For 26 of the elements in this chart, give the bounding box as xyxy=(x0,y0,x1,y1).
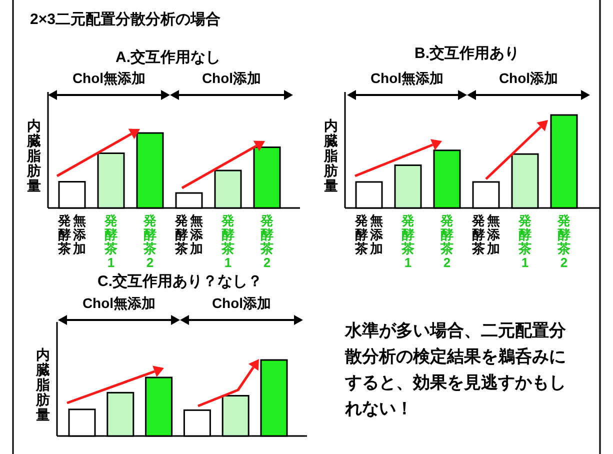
x-tick-label: 発酵茶1 xyxy=(518,213,532,270)
y-axis-title: 内臓脂肪量 xyxy=(26,118,41,194)
text: Chol添加 xyxy=(498,70,558,86)
chart-title: A.交互作用なし xyxy=(116,48,220,66)
y-axis-title: 内臓脂肪量 xyxy=(323,118,338,194)
x-tick-label: 発酵茶2 xyxy=(440,213,454,270)
x-tick-label: 発酵茶1 xyxy=(104,213,118,270)
x-tick-label: 発酵茶無添加 xyxy=(57,213,86,256)
x-tick-label: 発酵茶2 xyxy=(260,213,274,270)
x-tick-label: 発酵茶無添加 xyxy=(354,213,383,256)
text: Chol添加 xyxy=(212,295,272,311)
x-tick-label: 発酵茶1 xyxy=(220,213,234,270)
text: Chol添加 xyxy=(202,70,262,86)
x-tick-label: 発酵茶2 xyxy=(142,213,156,270)
x-tick-label: 発酵茶2 xyxy=(556,213,570,270)
text: 2×3二元配置分散分析の場合 xyxy=(30,11,220,28)
chart-title: B.交互作用あり xyxy=(414,44,520,62)
y-axis-title: 内臓脂肪量 xyxy=(35,346,50,422)
chart-title: C.交互作用あり？なし？ xyxy=(98,272,262,290)
x-tick-label: 発酵茶無添加 xyxy=(174,213,203,256)
text: Chol無添加 xyxy=(370,70,444,86)
x-tick-label: 発酵茶1 xyxy=(400,213,414,270)
text: Chol無添加 xyxy=(72,70,146,86)
x-tick-label: 発酵茶無添加 xyxy=(471,213,500,256)
text: 水準が多い場合、二元配置分散分析の検定結果を鵜呑みにすると、効果を見逃すかもしれない！ xyxy=(345,320,567,420)
text: Chol無添加 xyxy=(82,295,156,311)
